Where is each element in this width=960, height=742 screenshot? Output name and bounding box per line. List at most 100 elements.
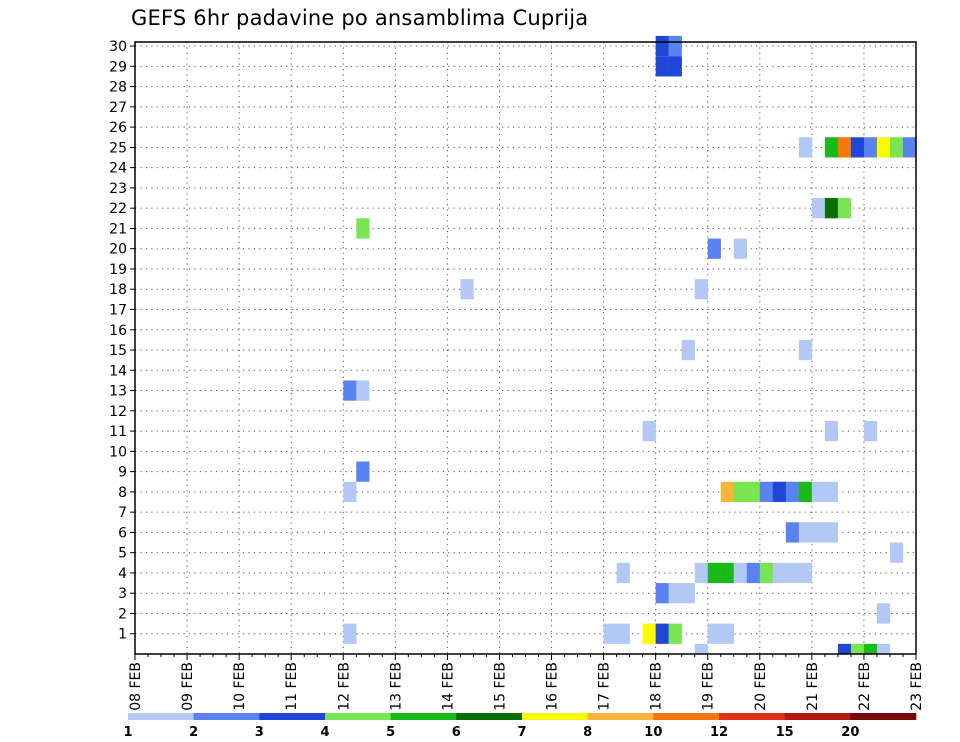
- y-tick-label: 3: [118, 586, 127, 602]
- x-tick-label: 14 FEB: [440, 662, 456, 711]
- heatmap-cell: [850, 643, 865, 654]
- x-tick-label: 20 FEB: [753, 662, 769, 711]
- heatmap-cell: [343, 481, 357, 503]
- heatmap-cell: [668, 56, 682, 77]
- y-tick-label: 20: [109, 242, 127, 258]
- heatmap-cell: [356, 380, 370, 401]
- heatmap-cell: [837, 198, 852, 219]
- x-tick-label: 13 FEB: [388, 662, 404, 711]
- legend-swatch: [456, 713, 523, 720]
- heatmap-cell: [759, 562, 774, 584]
- heatmap-cell: [707, 238, 721, 259]
- heatmap-cell: [824, 481, 839, 503]
- heatmap-cell: [876, 603, 891, 624]
- heatmap-cell: [889, 542, 904, 563]
- y-tick-label: 9: [118, 465, 127, 481]
- x-tick-label: 09 FEB: [180, 662, 196, 711]
- y-tick-label: 14: [109, 363, 127, 379]
- y-tick-label: 12: [109, 404, 127, 420]
- heatmap-cell: [694, 562, 708, 584]
- heatmap-cell: [876, 643, 891, 654]
- heatmap-cell: [772, 562, 787, 584]
- y-tick-label: 19: [109, 262, 127, 278]
- y-tick-label: 17: [109, 302, 127, 318]
- legend-label: 12: [710, 725, 728, 740]
- x-tick-label: 17 FEB: [597, 662, 613, 711]
- heatmap-cell: [668, 35, 682, 57]
- y-tick-label: 22: [109, 201, 127, 217]
- x-tick-label: 22 FEB: [857, 662, 873, 711]
- heatmap-cell: [356, 461, 370, 482]
- y-tick-label: 28: [109, 80, 127, 96]
- heatmap-cell: [733, 562, 747, 584]
- heatmap-cell: [707, 562, 721, 584]
- legend-label: 7: [517, 725, 526, 740]
- heatmap-cell: [759, 481, 774, 503]
- y-tick-label: 24: [109, 161, 127, 177]
- heatmap-cell: [837, 643, 852, 654]
- heatmap-cell: [811, 522, 826, 543]
- heatmap-cell: [655, 583, 669, 604]
- heatmap-cell: [798, 522, 813, 543]
- y-tick-label: 23: [109, 181, 127, 197]
- legend-label: 6: [452, 725, 461, 740]
- y-tick-label: 8: [118, 485, 127, 501]
- x-tick-label: 19 FEB: [701, 662, 717, 711]
- heatmap-cell: [746, 562, 760, 584]
- heatmap-cell: [707, 623, 721, 644]
- y-tick-label: 2: [118, 606, 127, 622]
- legend-swatch: [325, 713, 391, 720]
- heatmap-cell: [642, 623, 656, 644]
- heatmap-cell: [356, 218, 370, 239]
- y-tick-label: 30: [109, 39, 127, 55]
- y-tick-label: 25: [109, 140, 127, 156]
- y-tick-label: 26: [109, 120, 127, 136]
- heatmap-cell: [889, 137, 904, 158]
- legend-label: 20: [841, 725, 859, 740]
- legend-swatch: [719, 713, 785, 720]
- heatmap-cell: [785, 562, 800, 584]
- y-tick-label: 11: [109, 424, 127, 440]
- heatmap-cell: [720, 562, 734, 584]
- y-tick-label: 29: [109, 59, 127, 75]
- heatmap-cell: [720, 481, 734, 503]
- y-tick-label: 18: [109, 282, 127, 298]
- heatmap-cell: [733, 481, 747, 503]
- heatmap-cell: [668, 583, 682, 604]
- heatmap-cell: [460, 279, 474, 300]
- heatmap-cell: [681, 339, 695, 361]
- x-tick-label: 12 FEB: [336, 662, 352, 711]
- y-tick-label: 7: [118, 505, 127, 521]
- heatmap-cell: [785, 522, 800, 543]
- y-tick-label: 13: [109, 384, 127, 400]
- heatmap-cell: [642, 420, 656, 442]
- legend-label: 3: [255, 725, 264, 740]
- legend-label: 4: [320, 725, 329, 740]
- x-tick-label: 23 FEB: [909, 662, 925, 711]
- legend-swatch: [850, 713, 917, 720]
- heatmap-cell: [681, 583, 695, 604]
- legend-label: 15: [776, 725, 794, 740]
- y-tick-label: 6: [118, 525, 127, 541]
- heatmap-cell: [616, 623, 630, 644]
- y-tick-label: 4: [118, 566, 127, 582]
- x-tick-label: 10 FEB: [232, 662, 248, 711]
- legend-label: 2: [189, 725, 198, 740]
- heatmap-cell: [824, 198, 839, 219]
- heatmap-cell: [694, 643, 708, 654]
- heatmap-cell: [343, 623, 357, 644]
- x-tick-label: 18 FEB: [649, 662, 665, 711]
- legend-swatch: [522, 713, 588, 720]
- y-tick-label: 10: [109, 444, 127, 460]
- legend-label: 10: [644, 725, 662, 740]
- heatmap-cell: [655, 35, 669, 57]
- legend-swatch: [784, 713, 851, 720]
- y-tick-label: 21: [109, 221, 127, 237]
- heatmap-cell: [733, 238, 747, 259]
- heatmap-cell: [863, 643, 878, 654]
- legend-swatch: [390, 713, 457, 720]
- heatmap-cell: [343, 380, 357, 401]
- heatmap-cell: [798, 481, 813, 503]
- legend-swatch: [653, 713, 720, 720]
